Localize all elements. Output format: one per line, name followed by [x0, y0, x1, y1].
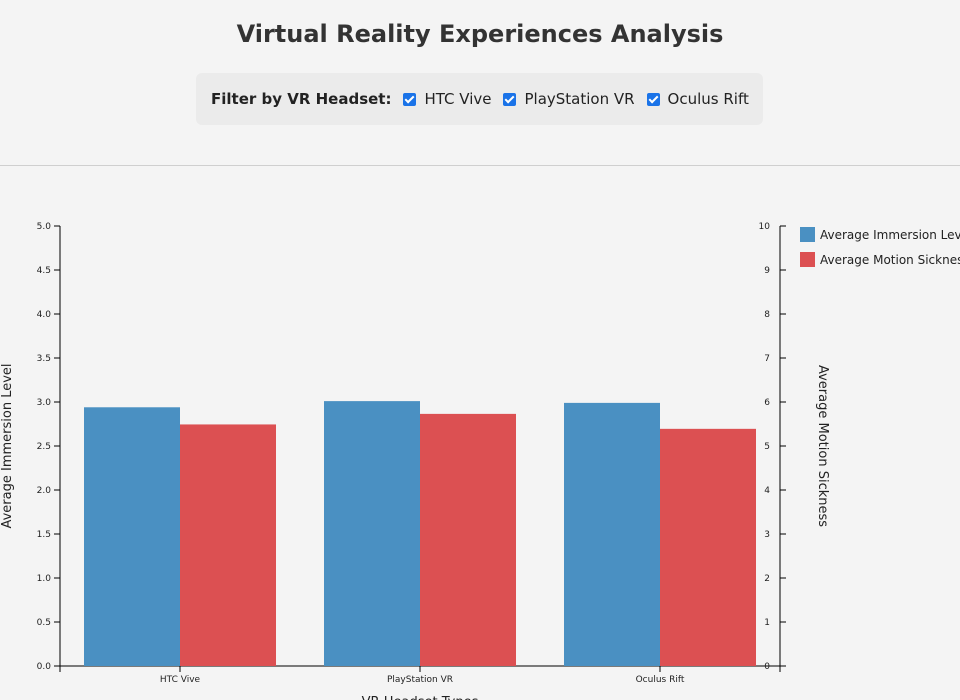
bar-htc-vive-immersion [84, 407, 180, 666]
y-left-tick-label: 0.5 [37, 618, 51, 628]
y-left-tick-label: 5.0 [37, 222, 52, 232]
y-left-tick-label: 4.0 [37, 310, 52, 320]
bar-oculus-rift-motion-sickness [660, 428, 756, 666]
legend-label: Average Motion Sickness [820, 253, 960, 267]
checkbox-htc-vive[interactable] [403, 92, 417, 106]
y-right-tick-label: 0 [764, 662, 770, 672]
filter-option-oculus-rift[interactable]: Oculus Rift [646, 90, 749, 108]
y-right-tick-label: 6 [764, 398, 770, 408]
legend-label: Average Immersion Level [820, 228, 960, 242]
x-tick-label: PlayStation VR [387, 675, 453, 685]
y-right-tick-label: 10 [759, 222, 771, 232]
y-left-tick-label: 0.0 [37, 662, 52, 672]
filter-option-playstation-vr[interactable]: PlayStation VR [503, 90, 635, 108]
x-axis-title: VR Headset Types [362, 695, 479, 700]
y-left-tick-label: 3.5 [37, 354, 51, 364]
y-right-tick-label: 3 [764, 530, 770, 540]
filter-option-label: Oculus Rift [667, 90, 749, 108]
bar-htc-vive-motion-sickness [180, 424, 276, 666]
checkbox-oculus-rift[interactable] [646, 92, 660, 106]
filter-option-label: HTC Vive [424, 90, 492, 108]
y-right-tick-label: 8 [764, 310, 770, 320]
y-left-tick-label: 1.5 [37, 530, 51, 540]
bar-playstation-vr-immersion [324, 401, 420, 666]
filter-label: Filter by VR Headset: [211, 90, 392, 108]
divider [0, 165, 960, 166]
y-axis-left-title: Average Immersion Level [0, 363, 15, 528]
legend-swatch [800, 252, 815, 267]
y-left-tick-label: 4.5 [37, 266, 51, 276]
filter-panel: Filter by VR Headset: HTC Vive PlayStati… [196, 73, 763, 125]
y-left-tick-label: 3.0 [37, 398, 52, 408]
y-right-tick-label: 9 [764, 266, 770, 276]
bar-oculus-rift-immersion [564, 402, 660, 666]
page-title: Virtual Reality Experiences Analysis [236, 20, 724, 48]
y-right-tick-label: 4 [764, 486, 770, 496]
y-axis-right-title: Average Motion Sickness [815, 365, 830, 527]
y-right-tick-label: 7 [764, 354, 770, 364]
y-right-tick-label: 1 [764, 618, 770, 628]
x-tick-label: Oculus Rift [636, 675, 685, 685]
checkbox-playstation-vr[interactable] [503, 92, 517, 106]
y-right-tick-label: 2 [764, 574, 770, 584]
y-left-tick-label: 2.5 [37, 442, 51, 452]
y-right-tick-label: 5 [764, 442, 770, 452]
filter-option-htc-vive[interactable]: HTC Vive [403, 90, 491, 108]
y-left-tick-label: 1.0 [37, 574, 52, 584]
filter-option-label: PlayStation VR [524, 90, 635, 108]
y-left-tick-label: 2.0 [37, 486, 52, 496]
bar-playstation-vr-motion-sickness [420, 413, 516, 666]
legend-swatch [800, 227, 815, 242]
x-tick-label: HTC Vive [160, 675, 201, 685]
